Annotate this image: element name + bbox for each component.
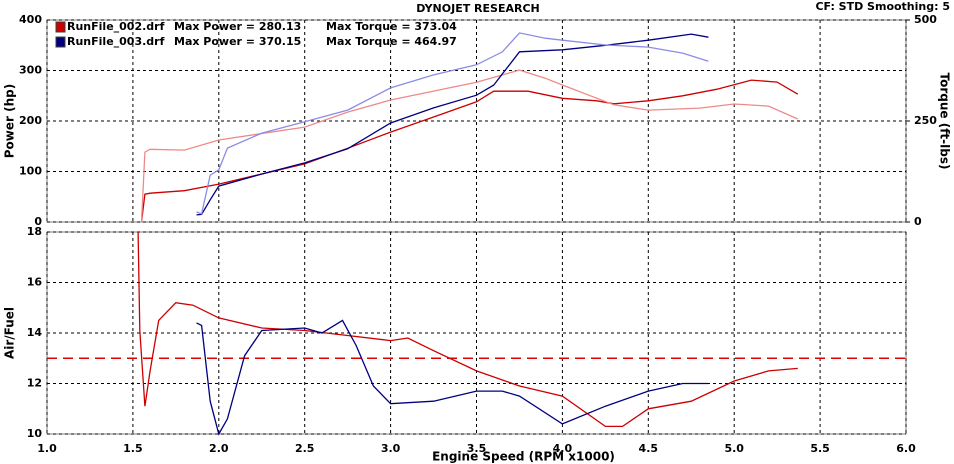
legend-swatch xyxy=(55,21,66,33)
legend-max-power: Max Power = 370.15 xyxy=(174,35,301,48)
x-tick-label: 1.0 xyxy=(37,442,57,455)
legend-max-torque: Max Torque = 464.97 xyxy=(326,35,457,48)
x-tick-label: 3.0 xyxy=(381,442,401,455)
y2-tick-label: 250 xyxy=(914,114,937,127)
series-line xyxy=(140,79,799,223)
x-tick-label: 2.5 xyxy=(295,442,315,455)
x-tick-label: 4.5 xyxy=(639,442,659,455)
x-tick-label: 5.0 xyxy=(724,442,744,455)
x-tick-label: 4.0 xyxy=(553,442,573,455)
x-tick-label: 5.5 xyxy=(810,442,830,455)
series-line xyxy=(137,231,798,428)
y-axis-label: Air/Fuel xyxy=(3,307,17,359)
series-line xyxy=(196,32,709,215)
x-tick-label: 2.0 xyxy=(209,442,229,455)
y-tick-label: 12 xyxy=(27,377,42,390)
y2-tick-label: 0 xyxy=(914,215,922,228)
x-axis-label: Engine Speed (RPM x1000) xyxy=(432,450,615,464)
series-line xyxy=(140,69,799,223)
y-tick-label: 400 xyxy=(19,13,42,26)
legend-swatch xyxy=(55,36,66,48)
y-tick-label: 300 xyxy=(19,64,42,77)
x-tick-label: 6.0 xyxy=(896,442,916,455)
series-line xyxy=(196,319,709,436)
legend-label: RunFile_002.drf xyxy=(67,20,165,33)
x-tick-label: 3.5 xyxy=(467,442,487,455)
y-axis-label: Power (hp) xyxy=(3,84,17,158)
y2-axis-label: Torque (ft-lbs) xyxy=(938,73,952,170)
y-tick-label: 0 xyxy=(34,215,42,228)
y2-tick-label: 500 xyxy=(914,13,937,26)
y-tick-label: 16 xyxy=(27,276,43,289)
y-tick-label: 200 xyxy=(19,114,42,127)
x-tick-label: 1.5 xyxy=(123,442,143,455)
series-line xyxy=(196,33,709,216)
chart-title: DYNOJET RESEARCH xyxy=(416,2,539,15)
y-tick-label: 18 xyxy=(27,225,42,238)
legend-label: RunFile_003.drf xyxy=(67,35,165,48)
chart-note: CF: STD Smoothing: 5 xyxy=(815,0,950,13)
legend-max-power: Max Power = 280.13 xyxy=(174,20,301,33)
y-tick-label: 14 xyxy=(27,326,43,339)
y-tick-label: 100 xyxy=(19,165,42,178)
legend-max-torque: Max Torque = 373.04 xyxy=(326,20,457,33)
y-tick-label: 10 xyxy=(27,427,43,440)
